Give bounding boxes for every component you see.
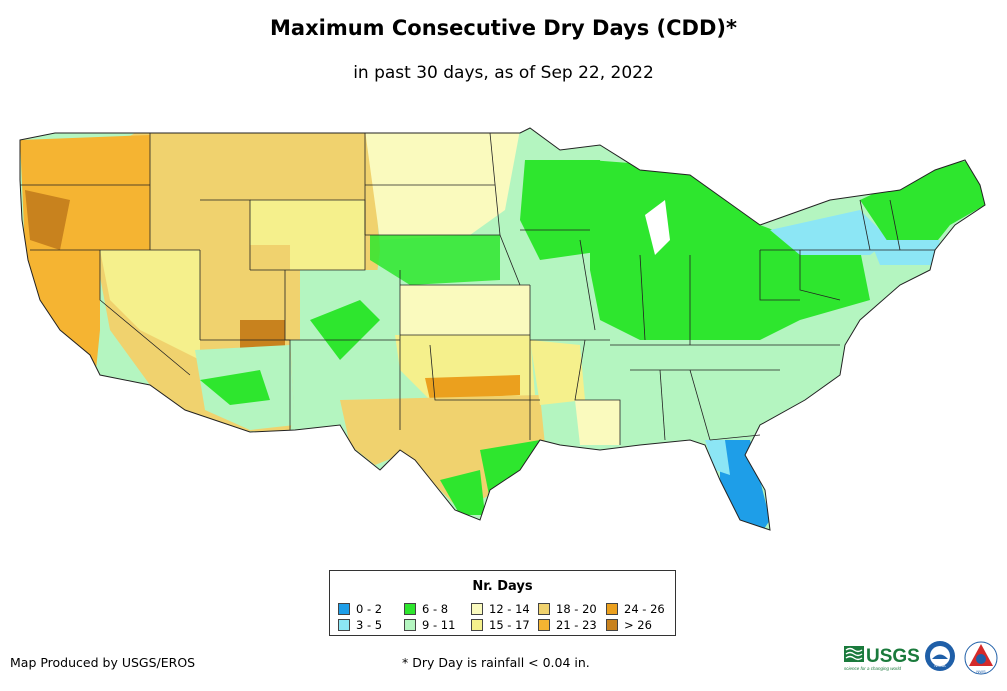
region-kansas — [400, 285, 530, 335]
legend-label: 12 - 14 — [489, 602, 530, 616]
legend-label: 15 - 17 — [489, 618, 530, 632]
noaa-text: NOAA — [934, 663, 946, 668]
legend-item: 21 - 23 — [538, 618, 597, 632]
region-utah — [200, 245, 290, 340]
legend-swatch — [404, 619, 416, 631]
legend-label: 21 - 23 — [556, 618, 597, 632]
region-ok-orange — [425, 375, 520, 400]
region-nebraska-green — [370, 235, 500, 285]
legend-item: 3 - 5 — [338, 618, 382, 632]
map-subtitle: in past 30 days, as of Sep 22, 2022 — [353, 63, 654, 83]
legend-item: 24 - 26 — [606, 602, 665, 616]
nws-logo: NWS — [964, 641, 998, 675]
legend-item: 15 - 17 — [471, 618, 530, 632]
region-florida-edge — [705, 440, 730, 475]
agency-logos: USGS science for a changing world NOAA N… — [844, 641, 998, 675]
legend-item: 9 - 11 — [404, 618, 455, 632]
map-credit: Map Produced by USGS/EROS — [10, 655, 196, 670]
legend-item: 12 - 14 — [471, 602, 530, 616]
region-co-green-spots — [310, 300, 380, 360]
dry-day-footnote: * Dry Day is rainfall < 0.04 in. — [402, 655, 590, 670]
usgs-logo: USGS science for a changing world — [844, 646, 920, 671]
region-tx-south — [440, 470, 485, 515]
legend-swatch — [338, 603, 350, 615]
legend-label: 9 - 11 — [422, 618, 456, 632]
noaa-logo: NOAA — [925, 641, 955, 671]
legend-swatch — [538, 619, 550, 631]
region-nevada — [100, 250, 200, 360]
region-northeast-dry — [770, 210, 890, 255]
region-arkansas — [530, 340, 585, 405]
legend-label: 6 - 8 — [422, 602, 449, 616]
region-az-green — [200, 370, 270, 405]
region-new-england — [860, 160, 985, 250]
legend-item: 18 - 20 — [538, 602, 597, 616]
usgs-tagline: science for a changing world — [844, 666, 902, 671]
region-oregon-dark — [25, 190, 70, 250]
legend: Nr. Days 0 - 2 3 - 5 6 - 8 9 - 11 12 - 1… — [329, 570, 676, 636]
legend-swatch — [338, 619, 350, 631]
legend-swatch — [606, 603, 618, 615]
us-dry-days-map — [19, 127, 986, 531]
legend-label: 18 - 20 — [556, 602, 597, 616]
region-ne-coast — [870, 240, 940, 265]
region-florida — [720, 440, 770, 530]
region-southeast — [560, 340, 840, 445]
legend-item: 0 - 2 — [338, 602, 382, 616]
region-minnesota — [520, 160, 610, 260]
legend-title: Nr. Days — [472, 579, 533, 594]
legend-label: > 26 — [624, 618, 652, 632]
legend-item: 6 - 8 — [404, 602, 448, 616]
legend-label: 0 - 2 — [356, 602, 383, 616]
legend-swatch — [606, 619, 618, 631]
legend-swatch — [471, 603, 483, 615]
legend-swatch — [538, 603, 550, 615]
region-mississippi — [575, 400, 620, 445]
nws-text: NWS — [976, 669, 986, 674]
usgs-text: USGS — [866, 646, 920, 667]
legend-label: 3 - 5 — [356, 618, 383, 632]
legend-swatch — [404, 603, 416, 615]
region-tx-coast — [480, 440, 540, 500]
state-borders — [20, 132, 935, 445]
map-shading — [20, 128, 985, 530]
us-outline — [19, 127, 986, 531]
map-title: Maximum Consecutive Dry Days (CDD)* — [270, 16, 737, 40]
legend-label: 24 - 26 — [624, 602, 665, 616]
region-lake-michigan — [645, 200, 670, 255]
legend-item: > 26 — [606, 618, 652, 632]
legend-swatch — [471, 619, 483, 631]
